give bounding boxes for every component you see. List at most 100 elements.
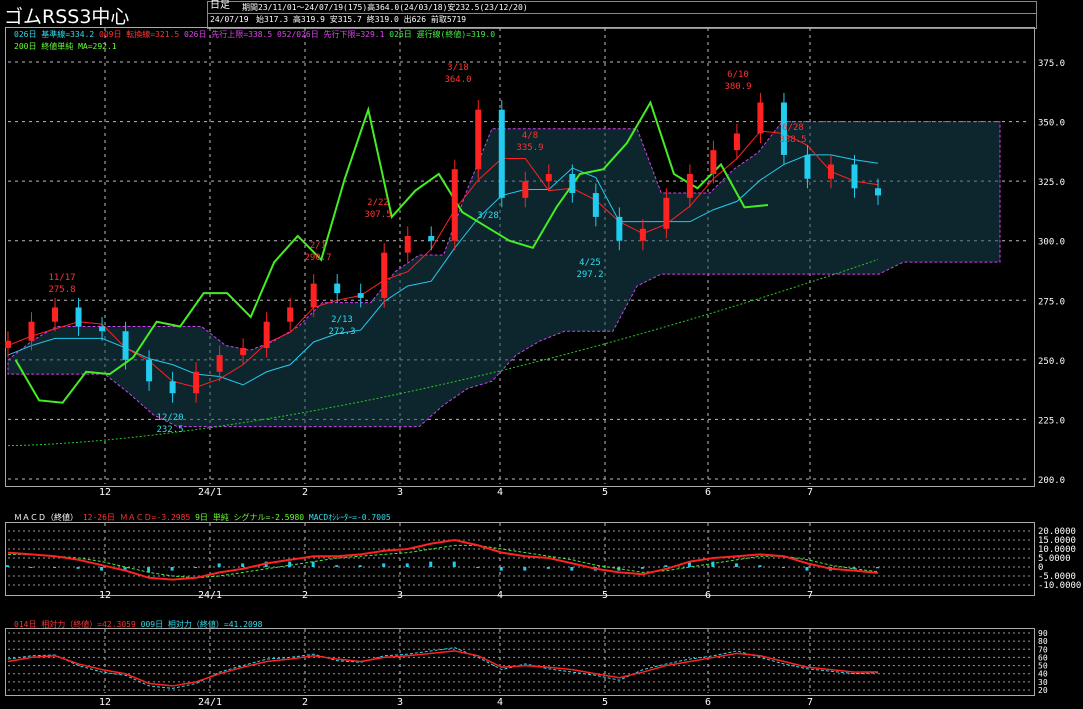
macd-y-tick-label: 10.0000 (1038, 545, 1076, 555)
candle-body (451, 169, 458, 241)
rsi-y-tick-label: 20 (1038, 686, 1048, 695)
macd-osc-bar (76, 567, 80, 569)
macd-osc-bar (29, 567, 33, 568)
rsi-frame (5, 628, 1035, 696)
candle-body (287, 307, 294, 322)
macd-osc-bar (734, 563, 738, 567)
x-tick-label: 5 (602, 487, 608, 498)
annotation-value: 290.7 (304, 253, 331, 263)
rsi14-value: 014日 相対力（終値）=42.3059 (14, 620, 136, 629)
date-text: 24/07/19 (210, 15, 249, 24)
macd-osc-bar (805, 567, 809, 571)
candle-body (28, 321, 35, 341)
annotation-date: 12/20 (156, 413, 183, 423)
candle-body (475, 109, 482, 170)
candle-body (757, 102, 764, 134)
candle-body (639, 228, 646, 241)
macd-osc-bar (217, 563, 221, 567)
candle-body (804, 154, 811, 179)
candle-body (616, 216, 623, 241)
candle-body (428, 235, 435, 241)
candle-body (193, 371, 200, 394)
ichimoku-cloud (7, 121, 1001, 428)
macd-osc-bar (758, 565, 762, 567)
rsi14-line (7, 650, 879, 687)
macd-osc-bar (358, 565, 362, 567)
rsi-y-tick-label: 80 (1038, 637, 1048, 646)
macd-osc-bar (852, 567, 856, 569)
annotation-date: 6/10 (727, 70, 749, 80)
annotation-date: 2/13 (331, 315, 353, 325)
y-tick-label: 375.0 (1038, 59, 1065, 69)
candle-body (663, 197, 670, 229)
annotation-date: 2/1 (310, 241, 326, 251)
annotation-date: 6/28 (782, 123, 804, 133)
annotation-value: 275.8 (48, 285, 75, 295)
candle-body (780, 102, 787, 155)
y-tick-label: 325.0 (1038, 178, 1065, 188)
tenkan-line (7, 130, 879, 388)
candle-body (52, 307, 59, 322)
x-tick-label: 6 (705, 487, 711, 498)
legend-span-lower: 052/026日 先行下限=329.1 (277, 30, 385, 39)
candle-body (263, 321, 270, 348)
y-tick-label: 275.0 (1038, 297, 1065, 307)
annotation-date: 4/25 (579, 258, 601, 268)
macd-osc-bar (311, 561, 315, 567)
macd-x-tick-label: 5 (602, 590, 608, 601)
candle-body (569, 173, 576, 194)
rsi-y-tick-label: 50 (1038, 662, 1048, 671)
osc-value: MACDｵｼﾚｰﾀｰ=-0.7005 (308, 513, 391, 522)
annotation-value: 307.5 (364, 210, 391, 220)
x-tick-label: 4 (497, 487, 503, 498)
candle-body (592, 193, 599, 217)
candle-body (357, 293, 364, 298)
macd-x-tick-label: 24/1 (198, 590, 222, 601)
candle-body (146, 359, 153, 382)
candle-body (733, 133, 740, 151)
macd-osc-bar (147, 567, 151, 573)
macd-y-tick-label: 5.0000 (1038, 554, 1071, 564)
candle-body (522, 181, 529, 198)
legend-kijun: 026日 基準線=334.2 (14, 30, 95, 39)
candle-body (710, 150, 717, 174)
macd-osc-bar (382, 563, 386, 567)
rsi-x-tick-label: 6 (705, 697, 711, 708)
macd-osc-bar (452, 561, 456, 567)
macd-osc-bar (876, 567, 879, 569)
x-tick-label: 24/1 (198, 487, 222, 498)
macd-osc-bar (6, 565, 9, 567)
annotation-date: 11/17 (48, 273, 75, 283)
x-tick-label: 2 (302, 487, 308, 498)
rsi9-line (7, 647, 879, 689)
rsi-x-tick-label: 7 (807, 697, 813, 708)
annotation-value: 272.3 (328, 327, 355, 337)
candle-body (686, 173, 693, 198)
summary-text: 期間23/11/01～24/07/19(175)高364.0(24/03/18)… (242, 3, 528, 12)
chart-title: ゴムRSS3中心 (4, 6, 130, 28)
macd-y-tick-label: -5.0000 (1038, 572, 1076, 582)
macd-osc-bar (781, 567, 785, 568)
x-tick-label: 7 (807, 487, 813, 498)
macd-osc-bar (570, 567, 574, 571)
macd-frame (5, 522, 1035, 596)
header-divider (208, 13, 1036, 14)
header-box (207, 1, 1037, 29)
macd-y-tick-label: 0 (1038, 563, 1043, 573)
candle-body (169, 381, 176, 394)
macd-x-tick-label: 3 (397, 590, 403, 601)
macd-osc-bar (53, 567, 57, 568)
candle-body (851, 164, 858, 189)
macd-osc-bar (194, 567, 198, 568)
period-label: 日足 (210, 0, 230, 11)
main-chart-frame (5, 27, 1035, 487)
macd-osc-bar (335, 565, 339, 567)
rsi-legend: 014日 相対力（終値）=42.3059 009日 相対力（終値）=41.209… (14, 620, 262, 630)
signal-line (8, 544, 879, 579)
macd-osc-bar (664, 565, 668, 567)
candle-body (122, 331, 129, 360)
y-tick-label: 250.0 (1038, 357, 1065, 367)
rsi-x-tick-label: 3 (397, 697, 403, 708)
y-tick-label: 350.0 (1038, 119, 1065, 129)
